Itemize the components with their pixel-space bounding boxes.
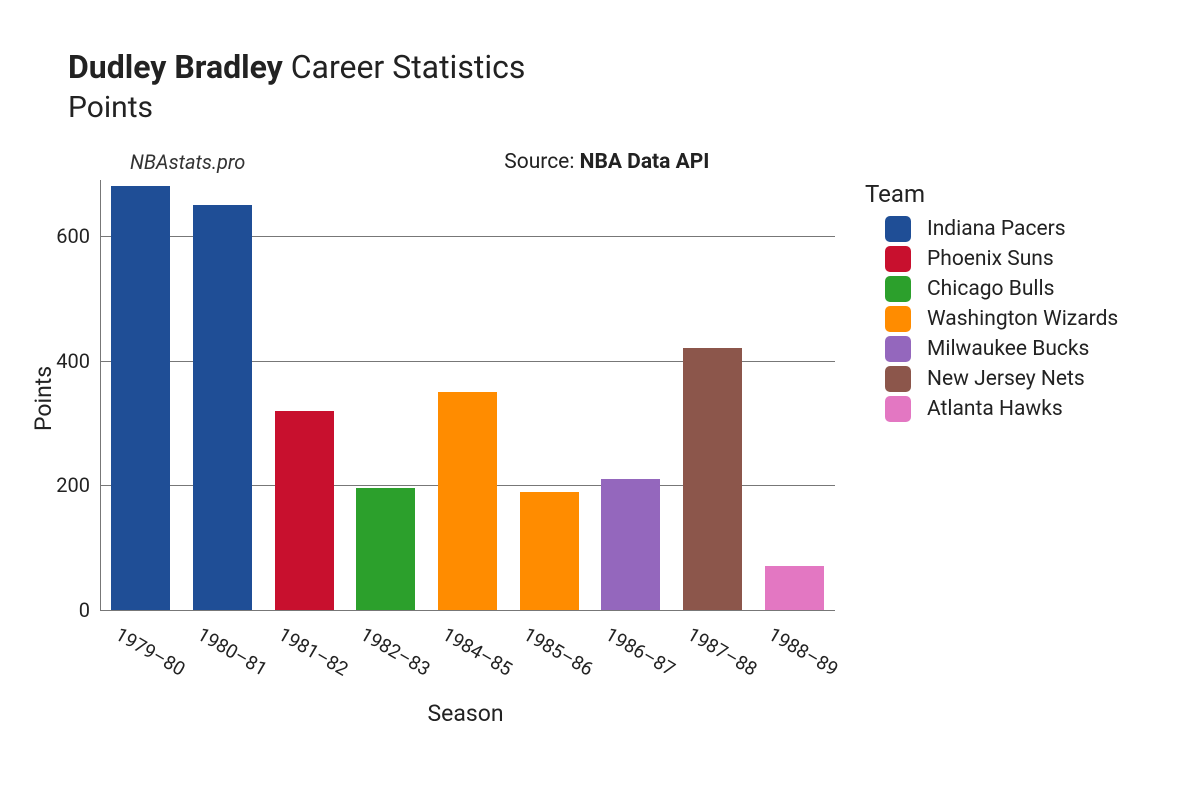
legend-swatch [885,336,911,362]
chart-title-line1: Dudley Bradley Career Statistics [68,48,525,86]
legend-swatch [885,276,911,302]
source-label: Source: NBA Data API [504,150,709,174]
x-axis-label: Season [428,700,504,727]
xtick-label: 1987–88 [683,623,761,681]
legend-label: New Jersey Nets [927,367,1085,391]
bar [683,348,742,610]
legend-swatch [885,366,911,392]
legend-label: Chicago Bulls [927,277,1054,301]
player-name: Dudley Bradley [68,48,283,86]
chart-subtitle: Points [68,90,525,125]
chart-title-block: Dudley Bradley Career Statistics Points [68,48,525,125]
bar [601,479,660,610]
legend-item: Indiana Pacers [865,216,1118,242]
legend-label: Indiana Pacers [927,217,1066,241]
legend-swatch [885,306,911,332]
legend-label: Washington Wizards [927,307,1118,331]
legend-item: Washington Wizards [865,306,1118,332]
legend-item: Chicago Bulls [865,276,1118,302]
ytick-label: 400 [50,349,90,373]
legend-item: New Jersey Nets [865,366,1118,392]
xtick-label: 1986–87 [601,623,679,681]
bar [520,492,579,610]
ytick-label: 600 [50,224,90,248]
watermark-text: NBAstats.pro [130,150,245,174]
legend-item: Phoenix Suns [865,246,1118,272]
legend-label: Atlanta Hawks [927,397,1063,421]
legend-label: Phoenix Suns [927,247,1054,271]
legend-swatch [885,216,911,242]
title-suffix: Career Statistics [291,48,526,86]
xtick-label: 1979–80 [111,623,189,681]
legend: Team Indiana Pacers Phoenix Suns Chicago B… [865,180,1118,426]
legend-title: Team [865,180,1118,208]
y-axis-line [100,180,101,610]
bar [193,205,252,610]
legend-swatch [885,246,911,272]
xtick-label: 1988–89 [765,623,843,681]
bar [111,186,170,610]
xtick-label: 1980–81 [193,623,271,681]
bar [765,566,824,610]
plot-area [100,180,835,610]
bar [275,411,334,610]
source-name: NBA Data API [580,150,710,174]
legend-swatch [885,396,911,422]
bar [438,392,497,610]
bar [356,488,415,610]
xtick-label: 1984–85 [438,623,516,681]
ytick-label: 0 [50,598,90,622]
xtick-label: 1982–83 [356,623,434,681]
x-axis-line [100,610,835,611]
ytick-label: 200 [50,473,90,497]
source-prefix: Source: [504,150,579,174]
y-axis-label: Points [30,366,57,431]
legend-item: Atlanta Hawks [865,396,1118,422]
legend-label: Milwaukee Bucks [927,337,1089,361]
xtick-label: 1985–86 [520,623,598,681]
legend-item: Milwaukee Bucks [865,336,1118,362]
xtick-label: 1981–82 [275,623,353,681]
